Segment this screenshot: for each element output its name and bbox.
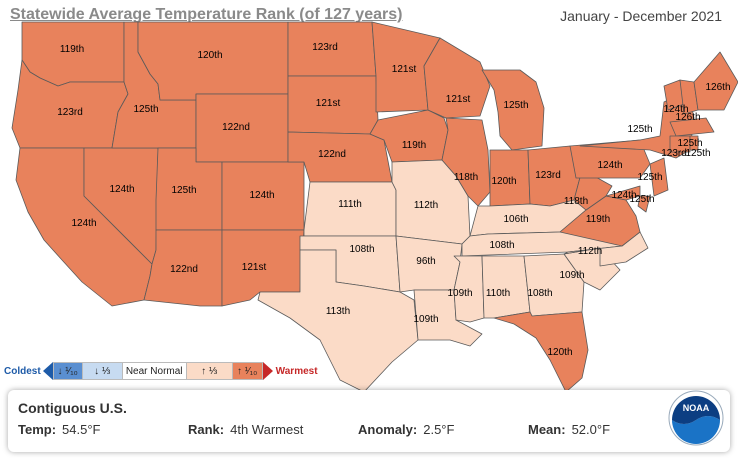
rank-label-tx: 113th — [326, 306, 350, 317]
state-wi[interactable] — [423, 37, 491, 119]
rank-label-az: 122nd — [170, 264, 198, 275]
us-state-map: 119th123rd124th124th125th120th122nd125th… — [11, 21, 738, 393]
rank-label-ne: 122nd — [318, 149, 346, 160]
state-al[interactable] — [481, 255, 531, 319]
rank-label-fl: 120th — [547, 347, 572, 358]
rank-label-ny: 125th — [627, 124, 652, 135]
rank-label-mn: 121st — [392, 64, 417, 75]
rank-label-va: 119th — [586, 214, 610, 225]
rank-label-pa: 124th — [597, 160, 622, 171]
rank-label-nd: 123rd — [312, 42, 338, 53]
rank-label-ar: 96th — [416, 256, 435, 267]
summary-panel: Contiguous U.S. Temp: 54.5°F Rank: 4th War… — [8, 390, 730, 452]
legend: Coldest ↓ ¹⁄₁₀ ↓ ⅓ Near Normal ↑ ⅓ ↑ ¹⁄₁… — [4, 362, 318, 380]
state-il[interactable] — [441, 117, 491, 207]
legend-near-normal: Near Normal — [122, 362, 187, 380]
rank-stat: Rank: 4th Warmest — [188, 422, 303, 437]
rank-label-sd: 121st — [316, 98, 341, 109]
state-fl[interactable] — [493, 311, 589, 393]
legend-much-below: ↓ ¹⁄₁₀ — [52, 362, 83, 380]
rank-label-ga: 108th — [527, 288, 552, 299]
region-name: Contiguous U.S. — [18, 400, 127, 416]
rank-label-ms: 109th — [447, 288, 472, 299]
rank-label-vt: 124th — [663, 104, 688, 115]
rank-label-ut: 125th — [171, 185, 196, 196]
rank-label-ky: 106th — [503, 214, 528, 225]
rank-label-ks: 111th — [338, 199, 362, 210]
rank-label-de: 125th — [629, 194, 654, 205]
state-md[interactable] — [605, 185, 641, 201]
rank-label-il: 118th — [454, 172, 478, 183]
state-ma[interactable] — [669, 117, 715, 137]
rank-label-ok: 108th — [349, 244, 374, 255]
legend-above: ↑ ⅓ — [186, 362, 233, 380]
rank-label-ma: 125th — [677, 138, 702, 149]
anomaly-value: 2.5°F — [423, 422, 455, 437]
state-nj[interactable] — [649, 157, 669, 197]
rank-value: 4th Warmest — [230, 422, 304, 437]
state-me[interactable] — [693, 51, 738, 111]
rank-label-nc: 112th — [578, 246, 602, 257]
state-de[interactable] — [637, 195, 651, 213]
rank-label-nv: 124th — [109, 184, 134, 195]
rank-label-md: 124th — [611, 190, 636, 201]
rank-label-ri: 125th — [685, 148, 710, 159]
rank-label-in: 120th — [491, 176, 516, 187]
mean-value: 52.0°F — [571, 422, 611, 437]
state-ct[interactable] — [669, 135, 691, 153]
legend-much-above: ↑ ¹⁄₁₀ — [232, 362, 263, 380]
date-range: January - December 2021 — [560, 8, 722, 24]
rank-label-oh: 123rd — [535, 170, 561, 181]
anomaly-stat: Anomaly: 2.5°F — [358, 422, 454, 437]
rank-label-wa: 119th — [60, 44, 84, 55]
legend-coldest-label: Coldest — [4, 365, 41, 377]
anomaly-label: Anomaly: — [358, 422, 418, 437]
temp-label: Temp: — [18, 422, 57, 437]
rank-label-mt: 120th — [197, 50, 222, 61]
rank-label-sc: 109th — [559, 270, 584, 281]
state-mi[interactable] — [481, 69, 545, 151]
rank-label-nm: 121st — [242, 262, 267, 273]
rank-label-nh: 126th — [675, 112, 700, 123]
rank-label-nj: 125th — [637, 172, 662, 183]
map-title: Statewide Average Temperature Rank (of 1… — [10, 6, 403, 23]
rank-label-tn: 108th — [489, 240, 514, 251]
state-ri[interactable] — [689, 135, 699, 151]
temp-value: 54.5°F — [62, 422, 101, 437]
coldest-arrow-icon — [42, 362, 53, 380]
rank-label-mo: 112th — [414, 200, 438, 211]
state-mt[interactable] — [137, 21, 289, 101]
rank-label: Rank: — [188, 422, 225, 437]
rank-label-ia: 119th — [402, 140, 426, 151]
rank-label-wi: 121st — [446, 94, 471, 105]
rank-label-co: 124th — [249, 190, 274, 201]
noaa-logo-icon: NOAA — [668, 390, 724, 446]
legend-warmest-label: Warmest — [275, 365, 318, 377]
mean-stat: Mean: 52.0°F — [528, 422, 610, 437]
noaa-logo-text: NOAA — [683, 403, 710, 413]
rank-label-al: 110th — [486, 288, 510, 299]
rank-label-or: 123rd — [57, 107, 83, 118]
rank-label-wy: 122nd — [222, 122, 250, 133]
rank-label-mi: 125th — [503, 100, 528, 111]
rank-label-wv: 118th — [564, 196, 588, 207]
rank-label-me: 126th — [705, 82, 730, 93]
legend-below: ↓ ⅓ — [82, 362, 123, 380]
warmest-arrow-icon — [262, 362, 273, 380]
rank-label-id: 125th — [133, 104, 158, 115]
state-tx[interactable] — [257, 249, 419, 393]
mean-label: Mean: — [528, 422, 566, 437]
rank-label-ca: 124th — [71, 218, 96, 229]
rank-label-la: 109th — [413, 314, 438, 325]
temp-stat: Temp: 54.5°F — [18, 422, 101, 437]
rank-label-ct: 123rd — [661, 148, 687, 159]
